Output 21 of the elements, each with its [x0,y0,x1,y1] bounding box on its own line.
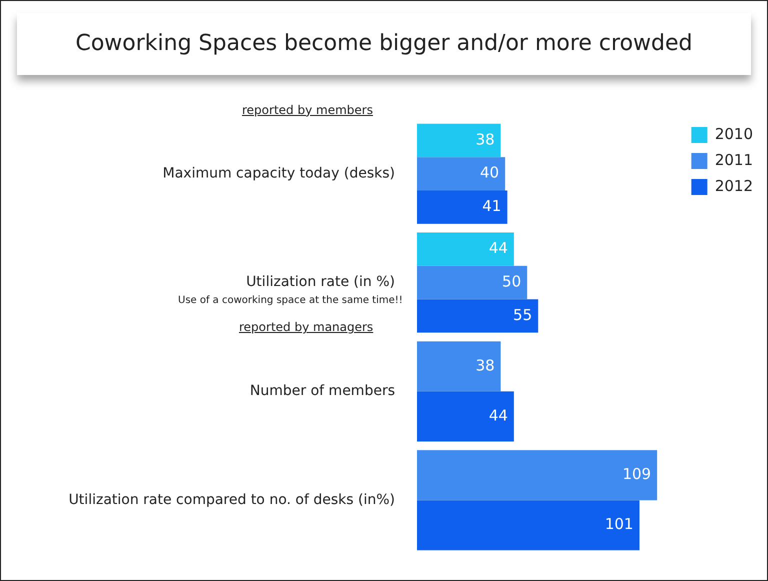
legend-label: 2011 [714,150,754,169]
data-label: 44 [488,239,508,258]
data-label: 50 [502,272,522,290]
data-label: 40 [480,164,500,182]
legend-label: 2012 [714,176,754,195]
text: Use of a coworking space at the same time!! [178,294,403,306]
y-tick-label: Utilization rate compared to no. of desks (in%) [68,492,395,508]
data-label: 38 [476,356,495,374]
y-tick-label: Number of members [250,383,395,400]
legend-label: 2010 [714,124,754,143]
data-label: 41 [482,197,502,216]
data-label: 44 [488,406,508,424]
data-label: 109 [622,465,652,484]
text: reported by managers [239,320,374,334]
text: reported by members [242,102,373,117]
chart-title: Coworking Spaces become bigger and/or more crowded [17,13,751,75]
data-label: 101 [604,515,634,534]
y-tick-label: Maximum capacity today (desks) [162,165,395,182]
data-label: 38 [476,130,495,148]
data-label: 55 [513,306,532,324]
y-tick-label: Utilization rate (in %) [246,274,395,290]
